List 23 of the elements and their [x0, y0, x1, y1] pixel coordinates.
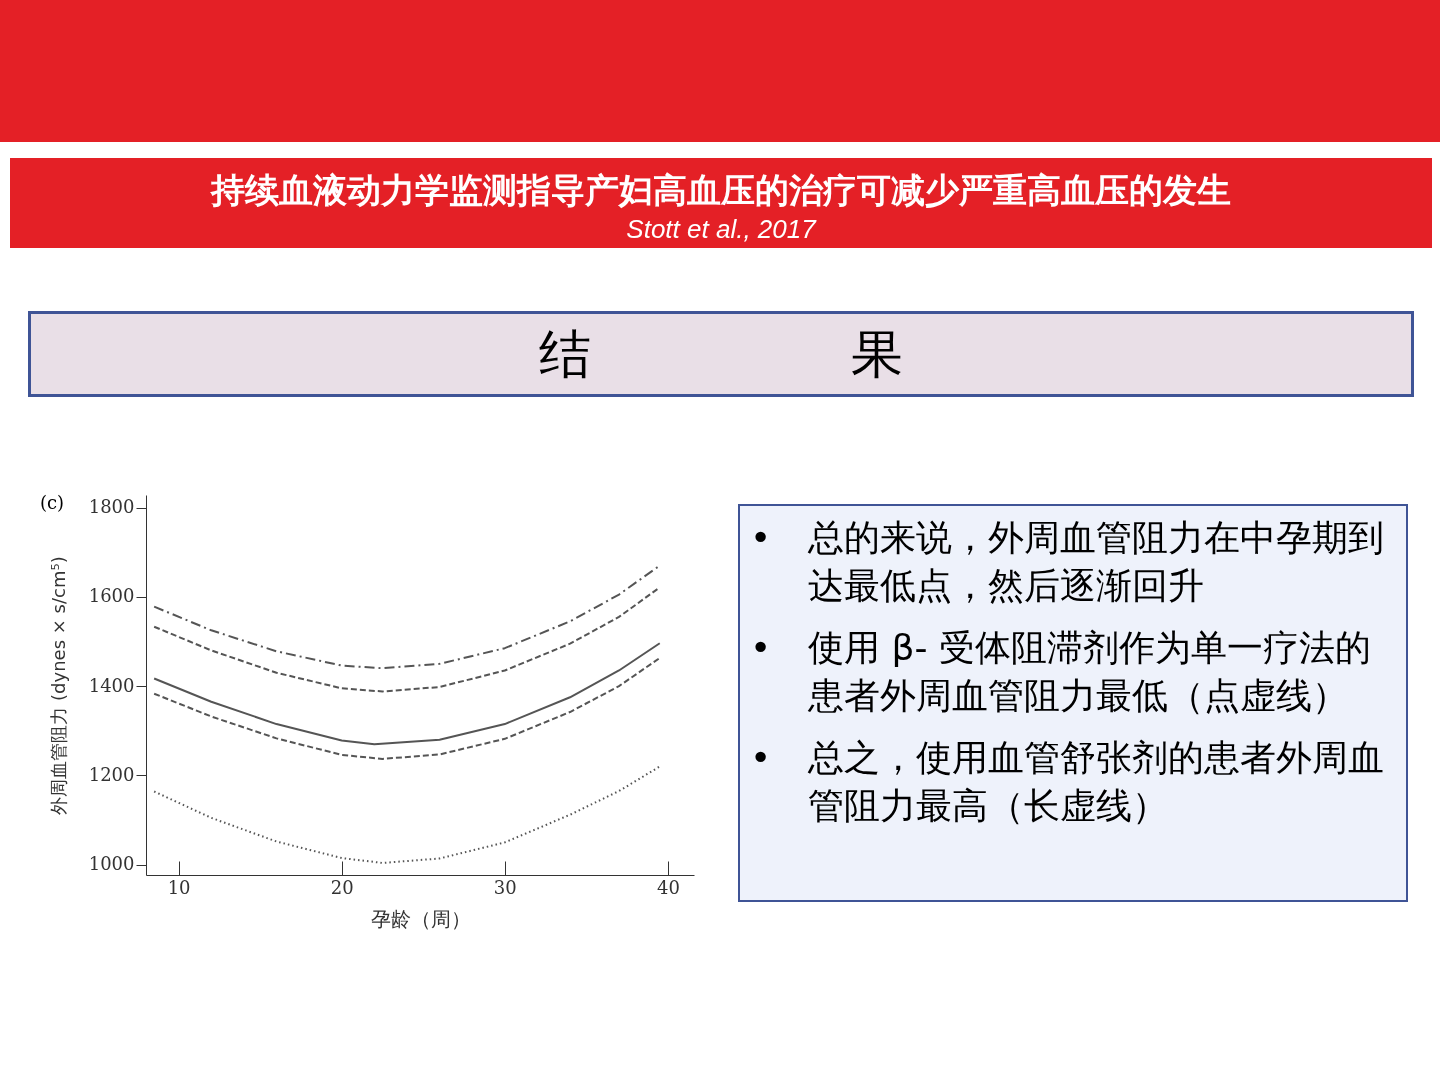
text: • 总之，使用血管舒张剂的患者外周血管阻力最高（长虚线） — [750, 736, 1385, 828]
text: • 总的来说，外周血管阻力在中孕期到达最低点，然后逐渐回升 — [750, 516, 1385, 608]
x-axis-title: 孕龄（周） — [370, 906, 471, 931]
text: (c) — [40, 492, 65, 513]
line-series — [153, 586, 661, 693]
line-series — [153, 765, 661, 864]
y-tick-label: 1600 — [88, 585, 135, 607]
chart-title: 持续血液动力学监测指导产妇高血压的治疗可减少严重高血压的发生 — [209, 169, 1232, 212]
y-tick-label: 1400 — [88, 674, 135, 696]
y-axis-title: 外周血管阻力 (dynes × s/cm⁵) — [47, 556, 69, 815]
x-tick-label: 20 — [330, 876, 354, 898]
x-tick-label: 10 — [167, 876, 191, 898]
y-tick-label: 1200 — [88, 763, 135, 785]
line-series — [153, 642, 661, 746]
y-tick-label: 1800 — [88, 496, 135, 517]
line-series — [153, 564, 661, 670]
x-tick-label: 40 — [656, 876, 680, 898]
text: 结 果 — [28, 311, 1414, 397]
text: • 使用 β- 受体阻滞剂作为单一疗法的患者外周血管阻力最低（点虚线） — [750, 626, 1372, 718]
chart-subtitle: Stott et al., 2017 — [625, 214, 818, 245]
line-series — [153, 656, 661, 760]
x-tick-label: 30 — [493, 876, 517, 898]
y-tick-label: 1000 — [88, 853, 135, 875]
